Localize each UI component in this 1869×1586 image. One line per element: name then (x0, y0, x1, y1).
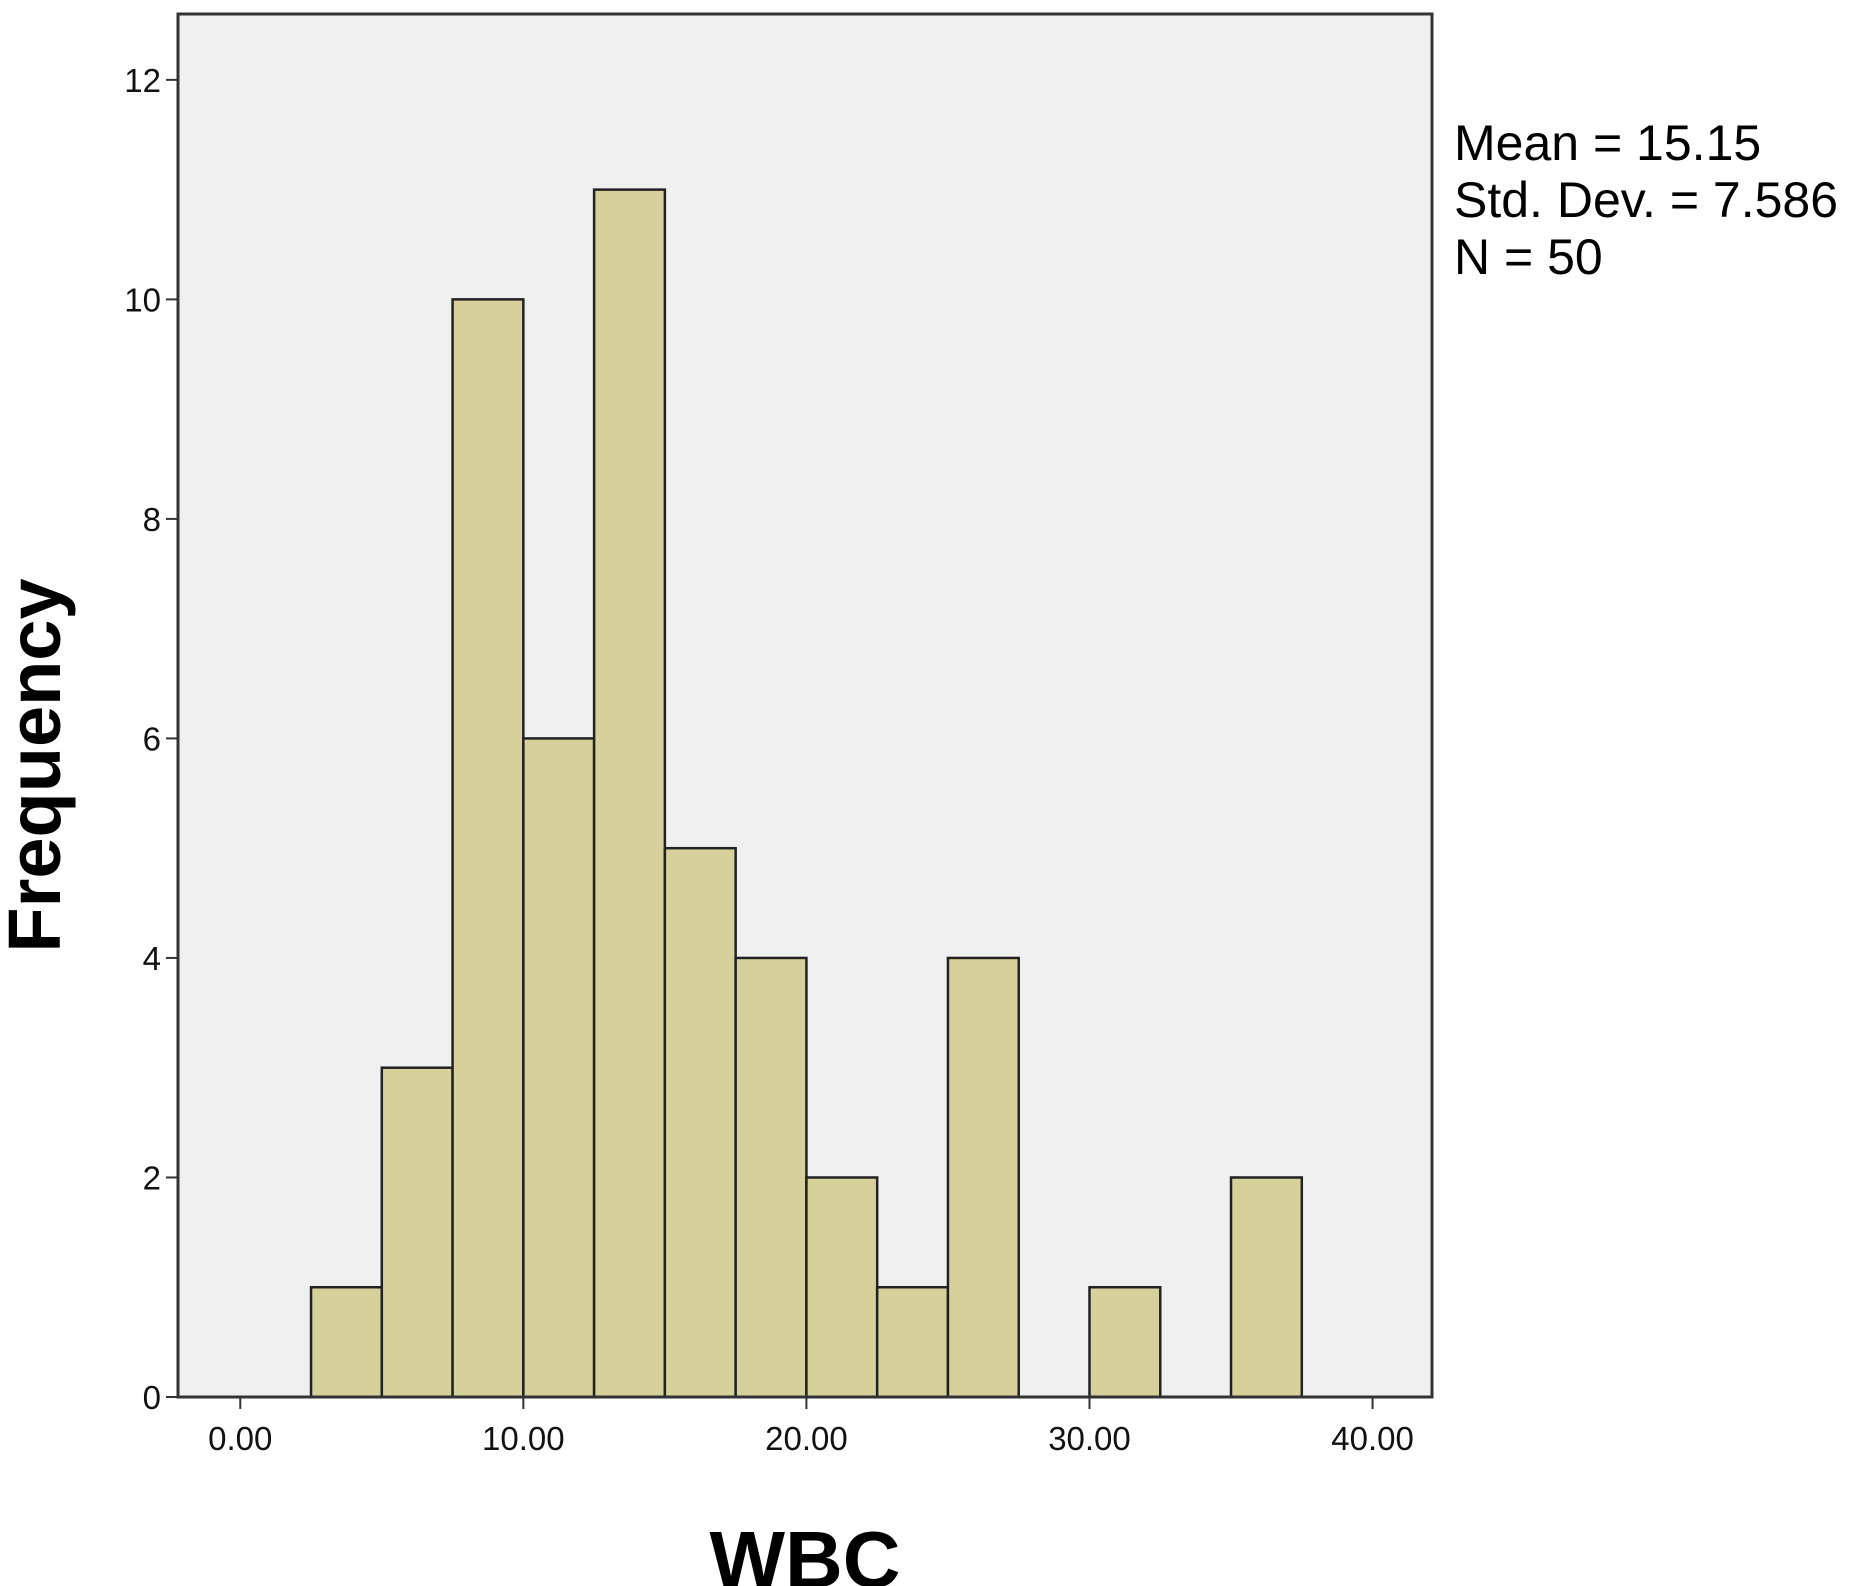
x-tick-label-1: 10.00 (482, 1420, 565, 1457)
plot-border (176, 12, 1434, 1399)
histogram-bar-4 (592, 188, 667, 1399)
statistics-box: Mean = 15.15 Std. Dev. = 7.586 N = 50 (1454, 115, 1838, 285)
x-tick-label-0: 0.00 (208, 1420, 272, 1457)
y-axis-title: Frequency (0, 578, 76, 952)
stat-std-dev: Std. Dev. = 7.586 (1454, 172, 1838, 228)
y-tick-label-2: 4 (143, 940, 161, 977)
y-tick-label-5: 10 (124, 281, 161, 318)
x-tick-label-3: 30.00 (1048, 1420, 1131, 1457)
bars-group (309, 188, 1304, 1399)
y-tick-label-0: 0 (143, 1379, 161, 1416)
histogram-bar-3 (522, 737, 596, 1399)
x-tick-label-2: 20.00 (765, 1420, 848, 1457)
histogram-bar-6 (734, 956, 808, 1399)
y-tick-label-4: 8 (143, 501, 161, 538)
histogram-bar-11 (1229, 1176, 1304, 1399)
histogram-bar-7 (805, 1176, 879, 1399)
y-tick-label-1: 2 (143, 1159, 161, 1196)
y-axis: 0 2 4 6 8 10 12 (124, 62, 178, 1416)
y-tick-label-3: 6 (143, 720, 161, 757)
histogram-bar-1 (380, 1066, 454, 1399)
x-axis-title: WBC (709, 1515, 900, 1586)
stat-n: N = 50 (1454, 229, 1603, 285)
x-tick-label-4: 40.00 (1331, 1420, 1414, 1457)
x-axis: 0.00 10.00 20.00 30.00 40.00 (208, 1397, 1414, 1457)
stat-mean: Mean = 15.15 (1454, 115, 1761, 171)
plot-frame (176, 12, 1434, 1399)
y-tick-label-6: 12 (124, 62, 161, 99)
histogram-bar-2 (451, 298, 525, 1399)
histogram-bar-9 (946, 956, 1020, 1399)
histogram-bar-5 (663, 846, 737, 1399)
histogram-bar-8 (875, 1285, 950, 1399)
histogram-bar-10 (1088, 1285, 1162, 1399)
histogram-bar-0 (309, 1285, 384, 1399)
